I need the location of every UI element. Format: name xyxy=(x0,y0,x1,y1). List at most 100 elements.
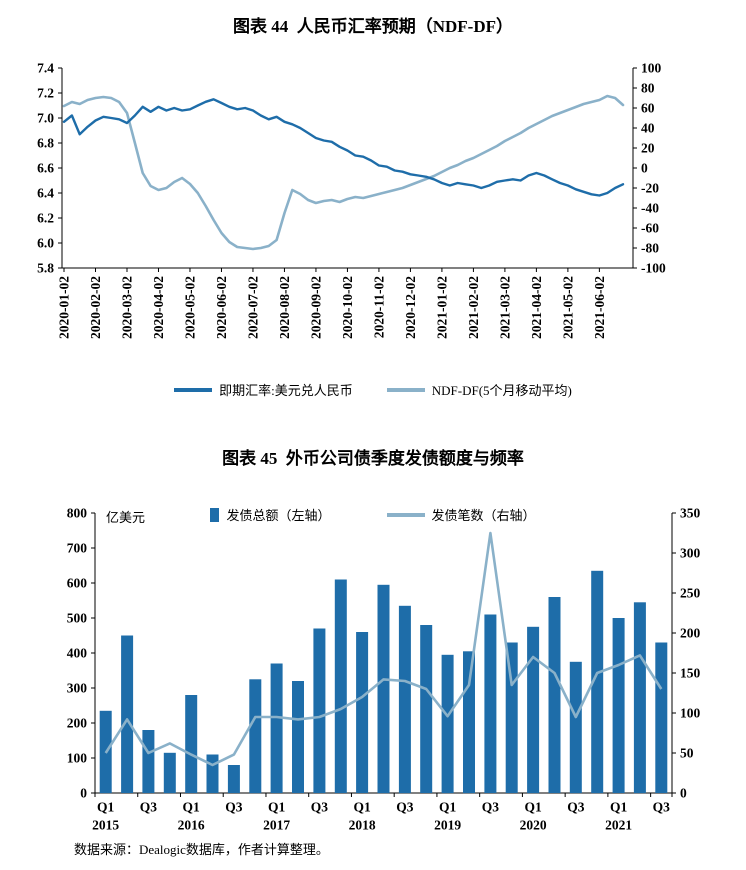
svg-text:2021-02-02: 2021-02-02 xyxy=(466,276,481,339)
issuance-count-label: 发债笔数（右轴） xyxy=(431,508,536,523)
bar xyxy=(441,654,454,794)
svg-text:7.2: 7.2 xyxy=(37,86,54,101)
bar xyxy=(527,626,540,794)
svg-text:2020-02-02: 2020-02-02 xyxy=(88,276,103,339)
svg-text:6.6: 6.6 xyxy=(37,161,54,176)
svg-text:2020-07-02: 2020-07-02 xyxy=(245,276,260,339)
svg-text:800: 800 xyxy=(67,506,88,521)
svg-text:200: 200 xyxy=(67,716,88,731)
svg-text:2020-12-02: 2020-12-02 xyxy=(403,276,418,339)
bar xyxy=(548,597,561,793)
svg-text:700: 700 xyxy=(67,541,88,556)
svg-text:400: 400 xyxy=(67,646,88,661)
svg-text:7.4: 7.4 xyxy=(37,61,54,76)
figure-45-chart: 8007006005004003002001000350300250200150… xyxy=(67,506,701,833)
svg-text:2021-04-02: 2021-04-02 xyxy=(529,276,544,339)
bar xyxy=(142,730,155,793)
issuance-amount-label: 发债总额（左轴） xyxy=(226,508,331,523)
svg-text:Q3: Q3 xyxy=(396,800,414,815)
svg-text:0: 0 xyxy=(680,786,687,801)
svg-text:2020-06-02: 2020-06-02 xyxy=(214,276,229,339)
svg-text:2021-05-02: 2021-05-02 xyxy=(560,276,575,339)
bar xyxy=(270,663,283,793)
svg-text:-60: -60 xyxy=(641,221,659,236)
svg-text:Q3: Q3 xyxy=(140,800,158,815)
svg-text:2015: 2015 xyxy=(92,818,119,833)
bar xyxy=(398,605,411,794)
ndf-df-label: NDF-DF(5个月移动平均) xyxy=(431,383,572,398)
issuance-count-line-swatch xyxy=(386,512,425,517)
svg-text:50: 50 xyxy=(680,746,694,761)
bar xyxy=(569,661,582,794)
svg-text:2021-01-02: 2021-01-02 xyxy=(434,276,449,339)
figure-44-legend: 即期汇率:美元兑人民币 NDF-DF(5个月移动平均) xyxy=(0,380,746,399)
svg-text:2020-10-02: 2020-10-02 xyxy=(340,276,355,339)
bar xyxy=(334,579,347,793)
bar xyxy=(633,602,646,794)
svg-text:2020-11-02: 2020-11-02 xyxy=(371,276,386,338)
svg-text:2020-05-02: 2020-05-02 xyxy=(182,276,197,339)
svg-text:Q1: Q1 xyxy=(524,800,542,815)
svg-text:2020-04-02: 2020-04-02 xyxy=(151,276,166,339)
svg-text:6.4: 6.4 xyxy=(37,186,54,201)
svg-text:2020-01-02: 2020-01-02 xyxy=(57,276,72,339)
bar xyxy=(292,681,304,793)
legend-item-spot-rate: 即期汇率:美元兑人民币 xyxy=(174,380,353,399)
issuance-count-series xyxy=(104,531,663,767)
svg-text:600: 600 xyxy=(67,576,88,591)
svg-text:Q1: Q1 xyxy=(97,800,115,815)
bar xyxy=(121,635,134,793)
bar xyxy=(655,642,668,793)
svg-text:-40: -40 xyxy=(641,201,659,216)
svg-text:Q1: Q1 xyxy=(610,800,628,815)
bar xyxy=(463,651,475,794)
spot-rate-label: 即期汇率:美元兑人民币 xyxy=(219,383,353,398)
figure-44-title: 图表 44 人民币汇率预期（NDF-DF） xyxy=(232,17,513,36)
svg-text:2020: 2020 xyxy=(520,818,547,833)
bar xyxy=(313,628,326,793)
svg-text:500: 500 xyxy=(67,611,88,626)
svg-text:6.0: 6.0 xyxy=(37,236,54,251)
spot-rate-series xyxy=(62,98,625,197)
svg-text:2021-03-02: 2021-03-02 xyxy=(497,276,512,339)
legend-item-ndf-df: NDF-DF(5个月移动平均) xyxy=(386,380,572,399)
bar xyxy=(249,679,262,794)
issuance-amount-bar-swatch xyxy=(210,507,220,522)
svg-text:-80: -80 xyxy=(641,241,659,256)
bar xyxy=(484,614,497,793)
legend-item-issuance-count: 发债笔数（右轴） xyxy=(386,505,536,524)
svg-text:350: 350 xyxy=(680,506,701,521)
figure-45-title: 图表 45 外币公司债季度发债额度与频率 xyxy=(222,449,524,468)
svg-text:Q3: Q3 xyxy=(567,800,585,815)
bar xyxy=(591,570,604,794)
bar xyxy=(505,642,518,793)
bar xyxy=(163,752,176,794)
svg-text:5.8: 5.8 xyxy=(37,261,54,276)
svg-text:2020-03-02: 2020-03-02 xyxy=(119,276,134,339)
figure-44-chart: 7.4 7.2 7.0 6.8 6.6 6.4 6.2 6.0 5.8 100 80 60 40 20 0 -… xyxy=(37,61,666,339)
svg-text:-100: -100 xyxy=(641,261,666,276)
svg-text:0: 0 xyxy=(80,786,87,801)
bar xyxy=(612,618,625,793)
svg-text:7.0: 7.0 xyxy=(37,111,54,126)
bar xyxy=(420,625,433,793)
svg-text:2020-09-02: 2020-09-02 xyxy=(308,276,323,339)
svg-text:Q1: Q1 xyxy=(268,800,286,815)
svg-text:80: 80 xyxy=(641,81,655,96)
bar xyxy=(377,584,390,794)
svg-text:Q3: Q3 xyxy=(311,800,329,815)
svg-text:200: 200 xyxy=(680,626,701,641)
svg-text:-20: -20 xyxy=(641,181,659,196)
svg-text:2021: 2021 xyxy=(605,818,632,833)
spot-rate-line-swatch xyxy=(174,387,213,392)
svg-text:250: 250 xyxy=(680,586,701,601)
legend-item-issuance-amount: 发债总额（左轴） xyxy=(210,505,331,524)
figure-45-legend: 发债总额（左轴） 发债笔数（右轴） xyxy=(0,505,746,524)
svg-text:100: 100 xyxy=(641,61,662,76)
svg-text:2021-06-02: 2021-06-02 xyxy=(592,276,607,339)
svg-text:100: 100 xyxy=(680,706,701,721)
svg-text:2019: 2019 xyxy=(434,818,461,833)
svg-text:Q1: Q1 xyxy=(439,800,457,815)
svg-text:Q3: Q3 xyxy=(482,800,500,815)
